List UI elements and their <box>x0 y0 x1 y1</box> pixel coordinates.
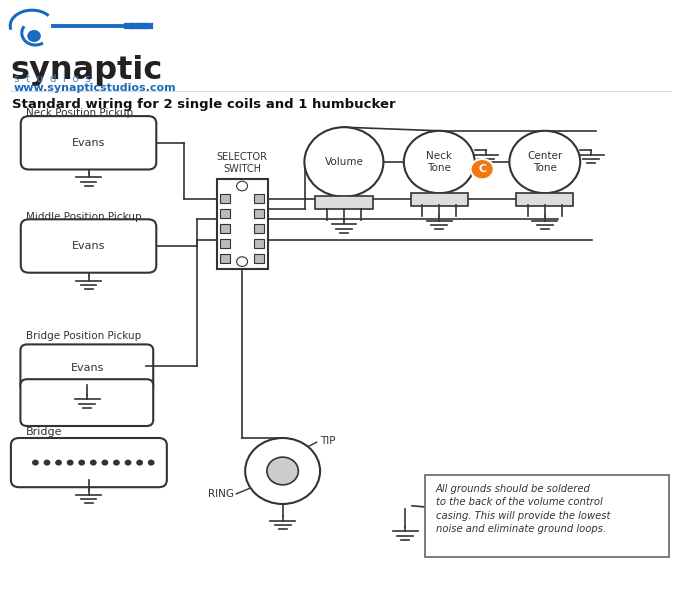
Bar <box>254 194 264 203</box>
Circle shape <box>55 460 62 466</box>
Bar <box>254 239 264 248</box>
Bar <box>254 224 264 233</box>
Circle shape <box>113 460 120 466</box>
FancyBboxPatch shape <box>20 344 153 391</box>
Bar <box>220 224 230 233</box>
FancyBboxPatch shape <box>425 475 669 557</box>
Text: All grounds should be soldered
to the back of the volume control
casing. This wi: All grounds should be soldered to the ba… <box>436 484 610 534</box>
Text: Neck Position Pickup: Neck Position Pickup <box>26 109 133 118</box>
Circle shape <box>304 127 383 197</box>
Bar <box>220 194 230 203</box>
Text: Neck
Tone: Neck Tone <box>426 151 452 173</box>
Circle shape <box>32 460 39 466</box>
Text: synaptic: synaptic <box>10 55 163 86</box>
Bar <box>220 254 230 263</box>
FancyBboxPatch shape <box>20 379 153 426</box>
Bar <box>220 239 230 248</box>
Circle shape <box>148 460 155 466</box>
Circle shape <box>101 460 108 466</box>
Text: Evans: Evans <box>72 241 106 251</box>
Circle shape <box>237 257 248 266</box>
FancyBboxPatch shape <box>411 193 468 206</box>
Circle shape <box>67 460 74 466</box>
Text: TIP: TIP <box>320 436 336 446</box>
Bar <box>217 179 268 269</box>
Text: www.synapticstudios.com: www.synapticstudios.com <box>14 83 176 93</box>
Circle shape <box>125 460 131 466</box>
Circle shape <box>136 460 143 466</box>
Text: Standard wiring for 2 single coils and 1 humbucker: Standard wiring for 2 single coils and 1… <box>12 98 396 112</box>
Circle shape <box>237 181 248 191</box>
FancyBboxPatch shape <box>11 438 167 487</box>
Circle shape <box>267 457 298 485</box>
Text: Evans: Evans <box>72 138 106 148</box>
Text: Volume: Volume <box>324 157 364 167</box>
Text: SELECTOR
SWITCH: SELECTOR SWITCH <box>217 152 268 174</box>
Bar <box>254 254 264 263</box>
Circle shape <box>27 30 41 42</box>
Text: Bridge Position Pickup: Bridge Position Pickup <box>26 331 141 341</box>
Text: Bridge: Bridge <box>26 427 63 437</box>
Bar <box>254 209 264 218</box>
Circle shape <box>44 460 50 466</box>
Circle shape <box>245 438 320 504</box>
Circle shape <box>404 131 475 193</box>
Circle shape <box>509 131 580 193</box>
FancyBboxPatch shape <box>21 116 156 169</box>
Text: RING: RING <box>208 489 234 499</box>
Text: s  t  u  d  i  o  s: s t u d i o s <box>14 74 91 84</box>
Bar <box>220 209 230 218</box>
Text: C: C <box>478 164 486 174</box>
Circle shape <box>471 159 494 179</box>
FancyBboxPatch shape <box>315 196 373 209</box>
Text: Evans: Evans <box>70 363 104 373</box>
FancyBboxPatch shape <box>21 219 156 272</box>
Text: Middle Position Pickup: Middle Position Pickup <box>26 212 141 222</box>
Circle shape <box>78 460 85 466</box>
Circle shape <box>90 460 97 466</box>
Text: Center
Tone: Center Tone <box>527 151 563 173</box>
FancyBboxPatch shape <box>516 193 573 206</box>
